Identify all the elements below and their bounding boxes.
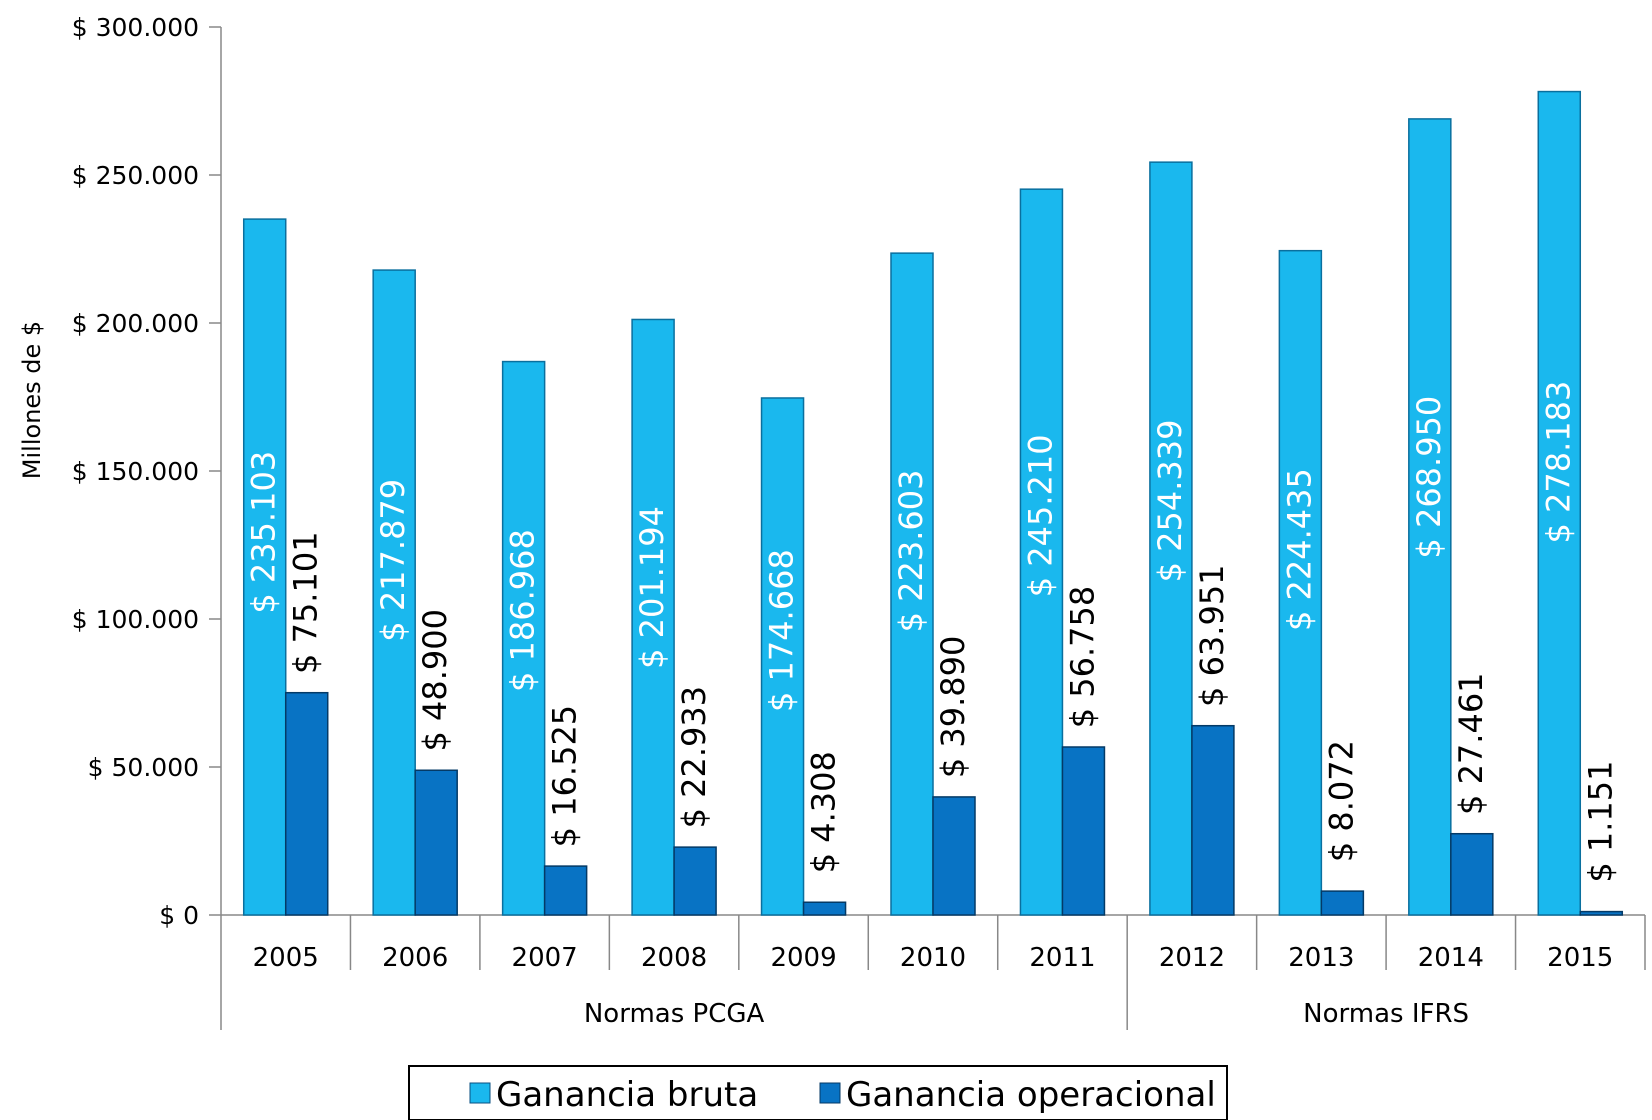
x-tick-label: 2008 [641, 943, 707, 973]
x-tick-label: 2012 [1159, 943, 1225, 973]
bar-ganancia-operacional [414, 769, 458, 916]
data-label-ganancia-operacional: $ 48.900 [416, 609, 454, 752]
data-label-ganancia-operacional: $ 39.890 [934, 636, 972, 779]
data-label-ganancia-bruta: $ 223.603 [892, 470, 930, 633]
data-label-ganancia-operacional: $ 22.933 [675, 686, 713, 829]
data-label-ganancia-operacional: $ 1.151 [1581, 761, 1619, 883]
y-tick-label: $ 50.000 [88, 753, 199, 782]
axes: $ 0 $ 50.000 $ 100.000 $ 150.000 $ 200.000 $ … [72, 13, 1646, 1030]
x-tick-label: 2009 [770, 943, 836, 973]
data-label-ganancia-bruta: $ 235.103 [245, 451, 283, 614]
x-tick-label: 2006 [382, 943, 448, 973]
data-label-ganancia-operacional: $ 75.101 [287, 531, 325, 674]
bar-ganancia-operacional [1061, 746, 1106, 916]
data-label-ganancia-operacional: $ 63.951 [1193, 564, 1231, 707]
bar-ganancia-bruta [1019, 188, 1064, 916]
bar-ganancia-operacional [1579, 910, 1624, 916]
bars [242, 90, 1624, 916]
data-label-ganancia-bruta: $ 278.183 [1539, 381, 1577, 544]
y-tick-label: $ 300.000 [72, 13, 199, 42]
legend-label-ganancia-operacional: Ganancia operacional [846, 1075, 1216, 1115]
bar-ganancia-bruta [242, 218, 287, 916]
data-label-ganancia-operacional: $ 8.072 [1322, 740, 1360, 862]
bar-ganancia-bruta [372, 269, 416, 916]
y-axis-label: Millones de $ [18, 321, 46, 479]
bar-ganancia-bruta [1408, 118, 1452, 916]
bar-ganancia-operacional [284, 691, 329, 916]
bar-ganancia-operacional [1320, 890, 1365, 916]
legend-swatch-ganancia-bruta [469, 1082, 491, 1104]
data-label-ganancia-bruta: $ 254.339 [1151, 420, 1189, 583]
bar-ganancia-operacional [932, 796, 976, 916]
legend: Ganancia bruta Ganancia operacional [408, 1065, 1228, 1120]
data-label-ganancia-bruta: $ 268.950 [1410, 396, 1448, 559]
data-label-ganancia-bruta: $ 245.210 [1021, 434, 1059, 597]
data-label-ganancia-operacional: $ 16.525 [546, 705, 584, 848]
data-label-ganancia-bruta: $ 186.968 [504, 529, 542, 692]
legend-label-ganancia-bruta: Ganancia bruta [496, 1075, 758, 1115]
y-tick-label: $ 0 [159, 901, 199, 930]
data-label-ganancia-bruta: $ 224.435 [1280, 468, 1318, 631]
data-label-ganancia-operacional: $ 56.758 [1063, 586, 1101, 729]
x-group-label: Normas IFRS [1303, 999, 1469, 1029]
data-label-ganancia-bruta: $ 217.879 [374, 479, 412, 642]
bar-ganancia-operacional [673, 846, 717, 916]
bar-ganancia-bruta [1278, 249, 1323, 916]
data-label-ganancia-operacional: $ 4.308 [805, 751, 843, 873]
x-tick-label: 2011 [1029, 943, 1095, 973]
data-label-ganancia-operacional: $ 27.461 [1452, 672, 1490, 815]
x-tick-label: 2015 [1547, 943, 1613, 973]
bar-ganancia-operacional [543, 865, 588, 916]
legend-swatch-ganancia-operacional [819, 1082, 841, 1104]
bar-ganancia-bruta [760, 397, 805, 916]
data-labels: $ 235.103 $ 75.101 $ 217.879$ 48.900 $ 186.… [245, 381, 1620, 883]
legend-box [408, 1065, 1228, 1120]
bar-ganancia-bruta [631, 318, 675, 916]
y-tick-label: $ 100.000 [72, 605, 199, 634]
x-group-label: Normas PCGA [584, 999, 765, 1029]
bar-ganancia-bruta [890, 252, 934, 916]
y-tick-label: $ 200.000 [72, 309, 199, 338]
x-tick-label: 2005 [253, 943, 319, 973]
y-tick-label: $ 250.000 [72, 161, 199, 190]
bar-ganancia-operacional [1450, 832, 1494, 916]
bar-ganancia-bruta [501, 360, 546, 916]
x-tick-label: 2014 [1418, 943, 1484, 973]
x-tick-label: 2010 [900, 943, 966, 973]
x-tick-label: 2007 [512, 943, 578, 973]
data-label-ganancia-bruta: $ 201.194 [633, 506, 671, 669]
bar-ganancia-operacional [802, 901, 847, 916]
bar-ganancia-bruta [1149, 161, 1193, 916]
bar-ganancia-bruta [1537, 90, 1582, 916]
bar-ganancia-operacional [1191, 724, 1235, 916]
data-label-ganancia-bruta: $ 174.668 [763, 549, 801, 712]
x-tick-label: 2013 [1288, 943, 1354, 973]
y-tick-label: $ 150.000 [72, 457, 199, 486]
